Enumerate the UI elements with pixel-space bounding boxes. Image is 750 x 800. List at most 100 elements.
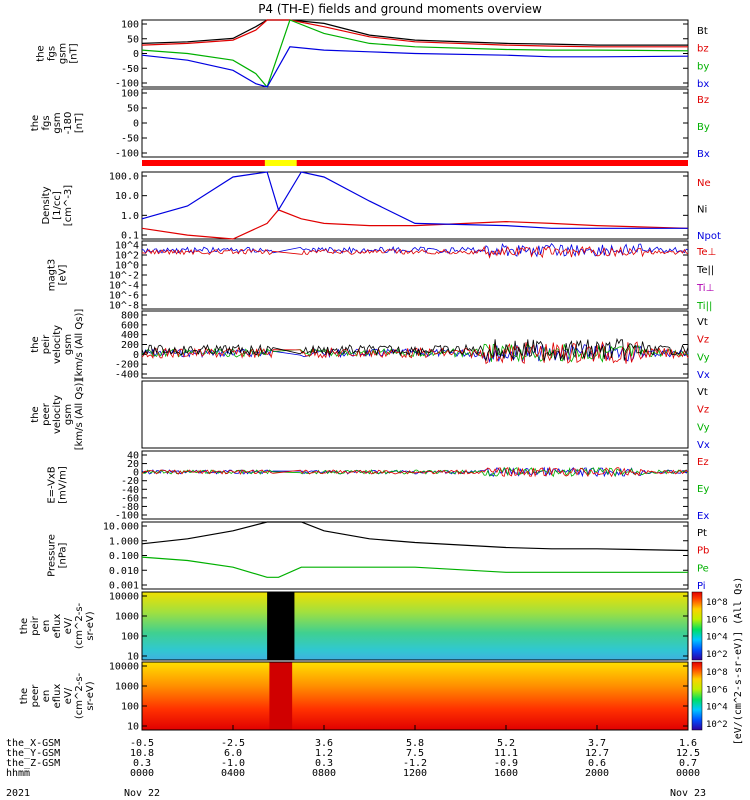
legend-bx: Bx <box>697 149 710 160</box>
y-tick-label: 0.001 <box>109 581 139 592</box>
y-tick-label: -80 <box>121 502 139 513</box>
axis-row-value: 3.7 <box>588 738 606 749</box>
axis-row-value: 2000 <box>585 768 609 779</box>
axis-row-value: 0000 <box>676 768 700 779</box>
y-tick-label: 100.0 <box>109 172 139 183</box>
y-tick-label: 1.000 <box>109 536 139 547</box>
y-tick-label: 20 <box>127 459 139 470</box>
axis-row-value: 3.6 <box>315 738 333 749</box>
colorbar-tick: 10^8 <box>706 598 728 608</box>
panel-ylabel: E=-VxB[mV/m] <box>47 466 69 504</box>
legend-ex: Ex <box>697 511 709 522</box>
y-tick-label: 100 <box>121 702 139 713</box>
legend-bz: bz <box>697 44 709 55</box>
legend-te⊥: Te⊥ <box>696 247 716 258</box>
panel-temperature: magt3[eV] 10^410^210^010^-210^-410^-610^-… <box>47 240 716 312</box>
colorbar-tick: 10^2 <box>706 720 728 730</box>
axis-row-value: 5.2 <box>497 738 515 749</box>
series-ti-noise <box>141 242 689 258</box>
panel-frame <box>141 380 689 449</box>
axis-row-value: -0.9 <box>494 758 518 769</box>
legend-ti||: Ti|| <box>696 301 712 312</box>
y-tick-label: 100 <box>121 20 139 31</box>
series-pe <box>141 556 688 578</box>
panel-peir_velocity: thepeirvelocitygsm[km/s (All Qs)] 8006004… <box>30 309 710 381</box>
axis-row-label: the_X-GSM <box>6 738 60 749</box>
panel-group: thefgsgsm[nT]100500-50-100Btbzbybxthefgs… <box>19 19 721 733</box>
y-tick-label: 10^4 <box>115 241 139 252</box>
y-tick-label: 1.0 <box>121 211 139 222</box>
y-tick-label: 100 <box>121 632 139 643</box>
axis-row-value: 12.7 <box>585 748 609 759</box>
y-tick-label: 400 <box>121 330 139 341</box>
y-tick-label: 0 <box>133 468 139 479</box>
spectrogram-gap <box>267 592 295 660</box>
y-tick-label: -100 <box>115 511 139 522</box>
panel-peer_eflux: thepeerenefluxeV/(cm^2-s-sr-eV) 10000 1000… <box>19 661 689 733</box>
y-tick-label: -50 <box>121 64 139 75</box>
panel-frame <box>141 450 689 520</box>
axis-row-value: -1.2 <box>403 758 427 769</box>
y-tick-label: 0.100 <box>109 551 139 562</box>
panel-pressure: Pressure[nPa] 10.000 1.000 0.100 0.010 0.001 P… <box>47 521 709 592</box>
panel-frame <box>141 591 689 661</box>
axis-row-value: 0800 <box>312 768 336 779</box>
series-bt <box>141 19 688 46</box>
axis-year: 2021 <box>6 788 30 799</box>
colorbar-tick: 10^6 <box>706 685 728 695</box>
legend-npot: Npot <box>697 231 721 242</box>
panel-fgs: thefgsgsm[nT] 100 50 0 -50 -100 Bt bz by bx <box>36 19 709 90</box>
axis-row-value: 0000 <box>130 768 154 779</box>
legend-ez: Ez <box>697 457 709 468</box>
panel-frame <box>141 171 689 240</box>
y-tick-label: 40 <box>127 451 139 462</box>
axis-end-date: Nov 23 <box>670 788 706 799</box>
y-tick-label: -20 <box>121 476 139 487</box>
axis-start-date: Nov 22 <box>124 788 160 799</box>
y-tick-label: 50 <box>127 104 139 115</box>
y-tick-label: 100 <box>121 89 139 100</box>
legend-ni: Ni <box>697 205 707 216</box>
y-tick-label: 0.010 <box>109 566 139 577</box>
y-tick-label: 10^-2 <box>109 271 139 282</box>
panel-ylabel: thepeirenefluxeV/(cm^2-s-sr-eV) <box>19 602 96 649</box>
legend-ne: Ne <box>697 178 711 189</box>
y-tick-label: 10^-8 <box>109 301 139 312</box>
y-tick-label: 10000 <box>109 662 139 673</box>
spectrogram-electrons <box>142 662 688 730</box>
y-tick-label: 10000 <box>109 592 139 603</box>
colorbar-tick: 10^8 <box>706 668 728 678</box>
y-tick-label: 0 <box>133 119 139 130</box>
axis-row-value: 0.6 <box>588 758 606 769</box>
spectrogram-core <box>269 662 293 730</box>
legend-vz: Vz <box>697 335 709 346</box>
y-tick-label: 600 <box>121 320 139 331</box>
y-tick-label: 0.1 <box>121 231 139 242</box>
axis-row-value: 1.2 <box>315 748 333 759</box>
y-tick-label: 10.0 <box>115 191 139 202</box>
axis-row-value: 0.7 <box>679 758 697 769</box>
axis-row-value: 6.0 <box>224 748 242 759</box>
series-pt <box>141 521 689 552</box>
panel-ylabel: Density[1/cc][cm^-3] <box>41 185 74 226</box>
axis-row-value: 10.8 <box>130 748 154 759</box>
axis-row-value: 7.5 <box>406 748 424 759</box>
y-tick-label: 50 <box>127 34 139 45</box>
y-tick-label: 10 <box>127 722 139 733</box>
axis-row-value: 5.8 <box>406 738 424 749</box>
series-bz <box>141 19 688 48</box>
legend-vx: Vx <box>697 440 710 451</box>
series-ez-noise <box>141 466 689 478</box>
y-tick-label: 1000 <box>115 682 139 693</box>
y-tick-label: 0 <box>133 49 139 60</box>
axis-row-label: the_Y-GSM <box>6 748 60 759</box>
axis-row-value: -1.0 <box>221 758 245 769</box>
legend-pe: Pe <box>697 563 709 574</box>
y-tick-label: 800 <box>121 311 139 322</box>
colorbar-tick: 10^4 <box>706 703 728 713</box>
axis-row-value: -0.5 <box>130 738 154 749</box>
axis-row-value: 12.5 <box>676 748 700 759</box>
y-tick-label: 10.000 <box>103 522 139 533</box>
legend-vy: Vy <box>697 352 710 363</box>
